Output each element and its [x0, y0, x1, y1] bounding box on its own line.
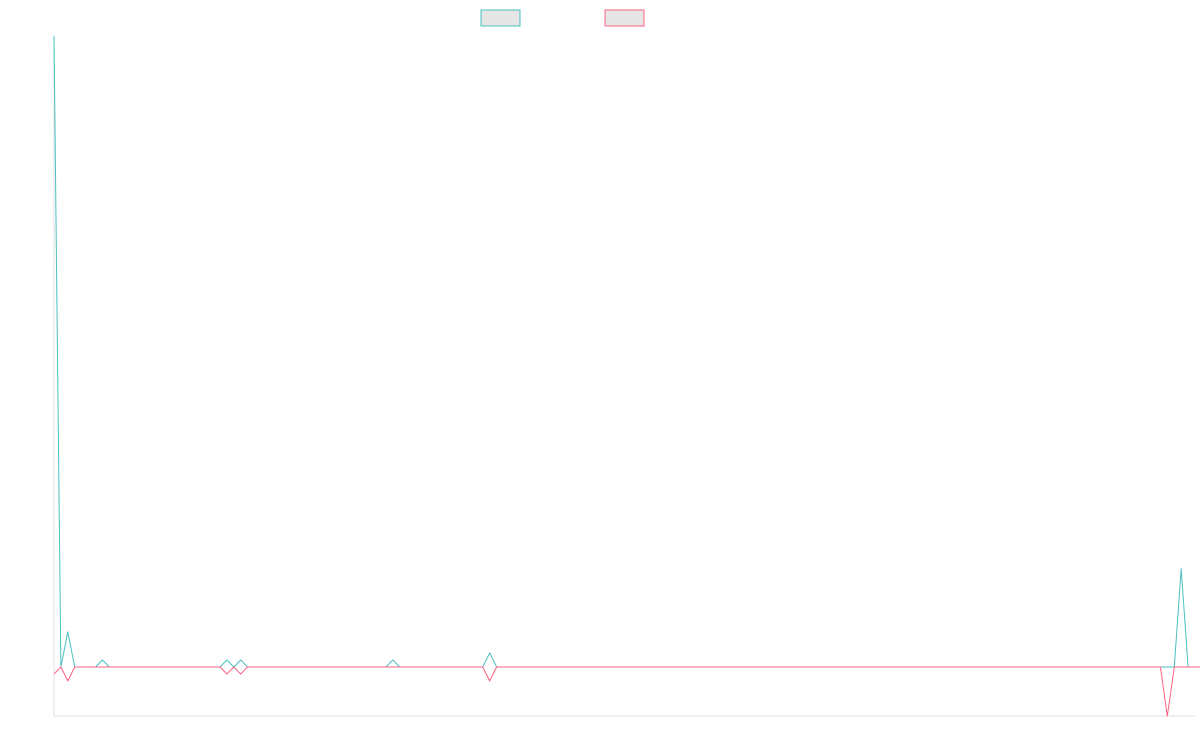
- legend-swatch-2[interactable]: [604, 9, 645, 27]
- series-line-2: [53, 666, 1200, 717]
- legend-swatch-1[interactable]: [480, 9, 521, 27]
- series-line-1: [53, 35, 1200, 668]
- axes: [53, 36, 1195, 717]
- legend: [480, 9, 645, 27]
- series-layer: [53, 35, 1200, 717]
